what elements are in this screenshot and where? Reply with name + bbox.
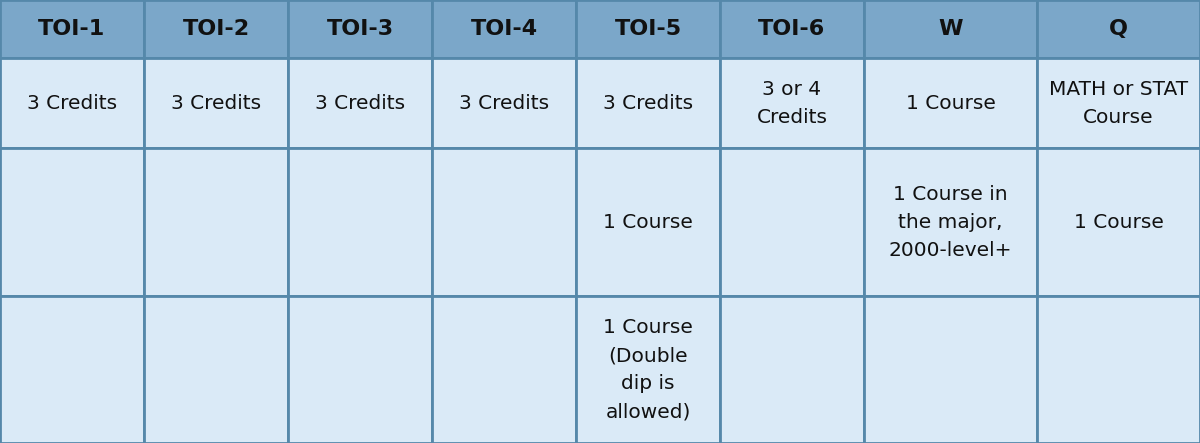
Text: 1 Course in
the major,
2000-level+: 1 Course in the major, 2000-level+ — [889, 184, 1013, 260]
Bar — [1037, 296, 1200, 443]
Text: 3 or 4
Credits: 3 or 4 Credits — [756, 79, 828, 127]
Text: 1 Course: 1 Course — [906, 93, 996, 113]
Text: 3 Credits: 3 Credits — [170, 93, 262, 113]
Bar — [144, 296, 288, 443]
Bar — [576, 0, 720, 58]
Bar — [432, 58, 576, 148]
Bar — [576, 58, 720, 148]
Bar — [1037, 148, 1200, 296]
Text: Q: Q — [1109, 19, 1128, 39]
Bar — [0, 148, 144, 296]
Text: TOI-6: TOI-6 — [758, 19, 826, 39]
Bar — [144, 0, 288, 58]
Text: TOI-1: TOI-1 — [38, 19, 106, 39]
Bar — [720, 58, 864, 148]
Bar — [720, 296, 864, 443]
Bar — [0, 0, 144, 58]
Text: TOI-3: TOI-3 — [326, 19, 394, 39]
Text: 1 Course: 1 Course — [1074, 213, 1164, 232]
Text: TOI-4: TOI-4 — [470, 19, 538, 39]
Bar — [288, 296, 432, 443]
Bar — [864, 0, 1037, 58]
Bar — [432, 148, 576, 296]
Bar — [0, 58, 144, 148]
Text: MATH or STAT
Course: MATH or STAT Course — [1049, 79, 1188, 127]
Bar — [288, 58, 432, 148]
Text: TOI-5: TOI-5 — [614, 19, 682, 39]
Bar — [1037, 58, 1200, 148]
Text: 3 Credits: 3 Credits — [602, 93, 694, 113]
Text: 1 Course: 1 Course — [604, 213, 692, 232]
Bar — [864, 148, 1037, 296]
Bar — [576, 296, 720, 443]
Bar — [1037, 0, 1200, 58]
Bar — [288, 0, 432, 58]
Bar — [720, 148, 864, 296]
Text: W: W — [938, 19, 962, 39]
Text: 3 Credits: 3 Credits — [458, 93, 550, 113]
Bar — [144, 58, 288, 148]
Bar — [0, 296, 144, 443]
Text: 1 Course
(Double
dip is
allowed): 1 Course (Double dip is allowed) — [604, 318, 692, 421]
Bar — [864, 296, 1037, 443]
Text: 3 Credits: 3 Credits — [314, 93, 406, 113]
Bar — [144, 148, 288, 296]
Bar — [576, 148, 720, 296]
Bar — [432, 0, 576, 58]
Bar — [288, 148, 432, 296]
Text: TOI-2: TOI-2 — [182, 19, 250, 39]
Bar — [720, 0, 864, 58]
Text: 3 Credits: 3 Credits — [26, 93, 118, 113]
Bar — [864, 58, 1037, 148]
Bar — [432, 296, 576, 443]
